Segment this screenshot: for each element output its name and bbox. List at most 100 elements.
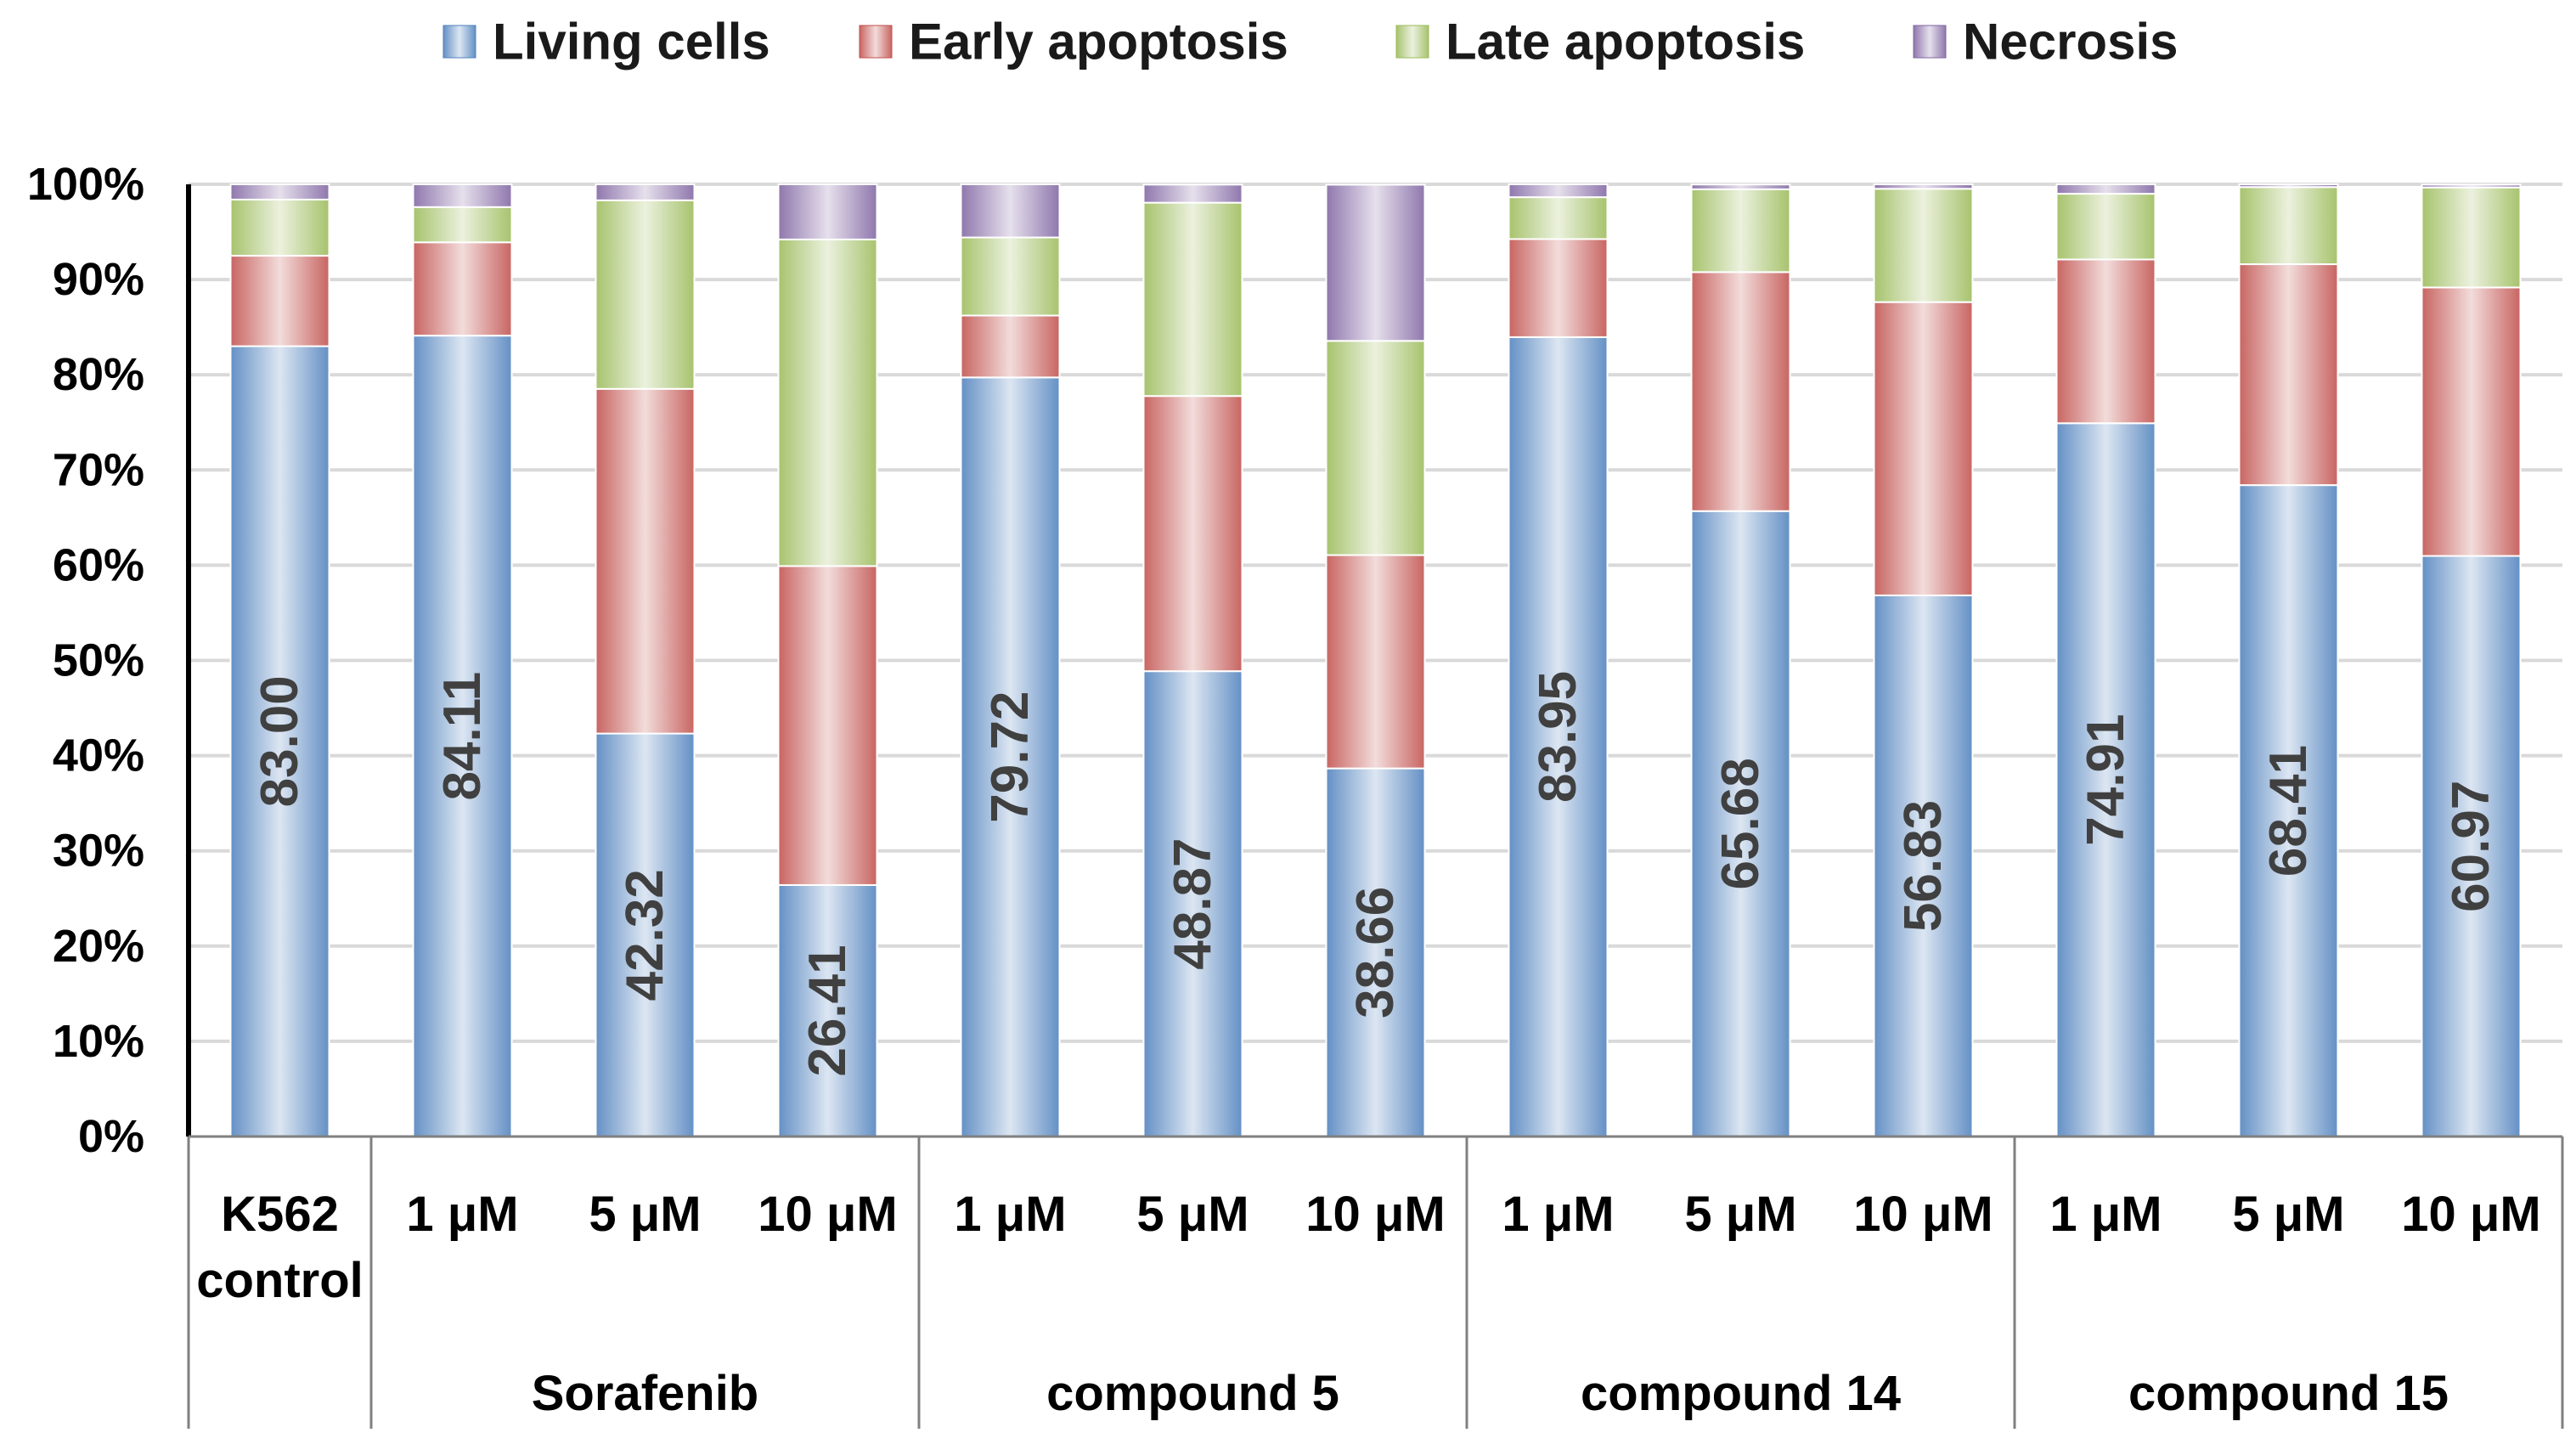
bar-late-apoptosis bbox=[777, 238, 878, 567]
bar-necrosis bbox=[777, 183, 878, 240]
bar-early-apoptosis bbox=[229, 255, 330, 347]
bar-necrosis bbox=[1690, 183, 1791, 190]
x-tick-label: 5 μM bbox=[2232, 1187, 2344, 1242]
legend-swatch-late-apoptosis bbox=[1395, 25, 1429, 59]
x-tick-label: 1 μM bbox=[406, 1187, 518, 1242]
group-label: Sorafenib bbox=[532, 1366, 759, 1421]
bar-living-cells bbox=[1508, 336, 1609, 1138]
bar-living-cells bbox=[777, 883, 878, 1137]
group-label: compound 5 bbox=[1046, 1366, 1339, 1421]
bar-living-cells bbox=[1690, 510, 1791, 1137]
bar-late-apoptosis bbox=[1690, 188, 1791, 274]
bar-necrosis bbox=[595, 183, 696, 201]
x-tick-label: 10 μM bbox=[2401, 1187, 2540, 1242]
legend-swatch-early-apoptosis bbox=[859, 25, 893, 59]
bar-late-apoptosis bbox=[1873, 188, 1974, 303]
data-label: 48.87 bbox=[1164, 838, 1222, 970]
legend-label: Living cells bbox=[493, 14, 770, 71]
bar-necrosis bbox=[412, 183, 513, 208]
y-tick-label: 60% bbox=[53, 539, 144, 590]
data-label: 56.83 bbox=[1894, 800, 1953, 932]
legend-swatch-living-cells bbox=[442, 25, 476, 59]
bar-necrosis bbox=[1325, 183, 1426, 342]
bar-necrosis bbox=[229, 183, 330, 200]
group-label: compound 15 bbox=[2128, 1366, 2449, 1421]
bar-late-apoptosis bbox=[1325, 340, 1426, 556]
x-tick-label-line: control bbox=[196, 1253, 364, 1308]
bar-late-apoptosis bbox=[2238, 186, 2339, 266]
y-tick-label: 20% bbox=[53, 921, 144, 972]
x-tick-label: 1 μM bbox=[1502, 1187, 1614, 1242]
bar-necrosis bbox=[2238, 183, 2339, 189]
bar-early-apoptosis bbox=[2238, 263, 2339, 487]
legend-label: Late apoptosis bbox=[1446, 14, 1805, 71]
bar-early-apoptosis bbox=[1690, 271, 1791, 512]
data-label: 42.32 bbox=[616, 869, 674, 1001]
bar-necrosis bbox=[1508, 183, 1609, 199]
y-tick-label: 30% bbox=[53, 826, 144, 877]
bar-living-cells bbox=[2055, 422, 2156, 1137]
bar-late-apoptosis bbox=[960, 236, 1061, 317]
x-tick-label: 1 μM bbox=[954, 1187, 1066, 1242]
bar-early-apoptosis bbox=[960, 314, 1061, 379]
y-tick-label: 10% bbox=[53, 1016, 144, 1067]
bar-early-apoptosis bbox=[595, 387, 696, 735]
data-label: 74.91 bbox=[2077, 714, 2135, 846]
data-label: 65.68 bbox=[1711, 758, 1770, 889]
data-label: 68.41 bbox=[2259, 745, 2318, 877]
bar-necrosis bbox=[2055, 183, 2156, 195]
bar-necrosis bbox=[1142, 183, 1243, 204]
bar-living-cells bbox=[2238, 484, 2339, 1137]
y-tick-label: 70% bbox=[53, 444, 144, 495]
bar-necrosis bbox=[1873, 183, 1974, 190]
bar-early-apoptosis bbox=[1508, 238, 1609, 338]
x-tick-label: 10 μM bbox=[1853, 1187, 1993, 1242]
bar-late-apoptosis bbox=[1508, 196, 1609, 240]
data-label: 83.95 bbox=[1529, 671, 1587, 803]
bar-living-cells bbox=[960, 376, 1061, 1137]
bar-living-cells bbox=[1873, 594, 1974, 1137]
bar-early-apoptosis bbox=[1873, 301, 1974, 596]
bar-early-apoptosis bbox=[1325, 554, 1426, 770]
data-label: 26.41 bbox=[798, 945, 857, 1076]
y-tick-label: 0% bbox=[78, 1111, 144, 1162]
legend-label: Necrosis bbox=[1963, 14, 2178, 71]
x-tick-label: 5 μM bbox=[589, 1187, 701, 1242]
bar-early-apoptosis bbox=[777, 565, 878, 886]
data-label: 60.97 bbox=[2442, 781, 2500, 912]
x-tick-label-line: K562 bbox=[221, 1187, 339, 1242]
data-label: 83.00 bbox=[251, 675, 309, 807]
data-label: 84.11 bbox=[433, 672, 492, 801]
data-label: 38.66 bbox=[1346, 887, 1405, 1018]
bar-necrosis bbox=[2421, 183, 2522, 189]
bar-late-apoptosis bbox=[1142, 201, 1243, 398]
x-tick-label: 5 μM bbox=[1684, 1187, 1796, 1242]
bar-early-apoptosis bbox=[1142, 395, 1243, 673]
y-tick-label: 100% bbox=[27, 159, 144, 210]
bar-living-cells bbox=[2421, 555, 2522, 1137]
bar-living-cells bbox=[412, 335, 513, 1137]
x-tick-label: 5 μM bbox=[1136, 1187, 1249, 1242]
y-tick-label: 90% bbox=[53, 254, 144, 305]
bar-living-cells bbox=[1142, 670, 1243, 1137]
bar-late-apoptosis bbox=[412, 206, 513, 244]
data-label: 79.72 bbox=[981, 691, 1040, 823]
bar-living-cells bbox=[1325, 767, 1426, 1137]
group-label: compound 14 bbox=[1581, 1366, 1901, 1421]
bar-late-apoptosis bbox=[595, 199, 696, 390]
bar-late-apoptosis bbox=[2055, 193, 2156, 261]
y-tick-label: 80% bbox=[53, 349, 144, 400]
x-tick-label: 10 μM bbox=[1305, 1187, 1445, 1242]
legend-swatch-necrosis bbox=[1913, 25, 1947, 59]
x-tick-label: 1 μM bbox=[2049, 1187, 2162, 1242]
bar-early-apoptosis bbox=[2421, 286, 2522, 557]
bar-early-apoptosis bbox=[2055, 258, 2156, 425]
bar-late-apoptosis bbox=[2421, 186, 2522, 289]
x-tick-label: K562 control bbox=[196, 1187, 364, 1308]
bar-late-apoptosis bbox=[229, 198, 330, 257]
y-tick-label: 40% bbox=[53, 730, 144, 781]
bar-early-apoptosis bbox=[412, 241, 513, 337]
bar-necrosis bbox=[960, 183, 1061, 239]
legend-label: Early apoptosis bbox=[909, 14, 1288, 71]
